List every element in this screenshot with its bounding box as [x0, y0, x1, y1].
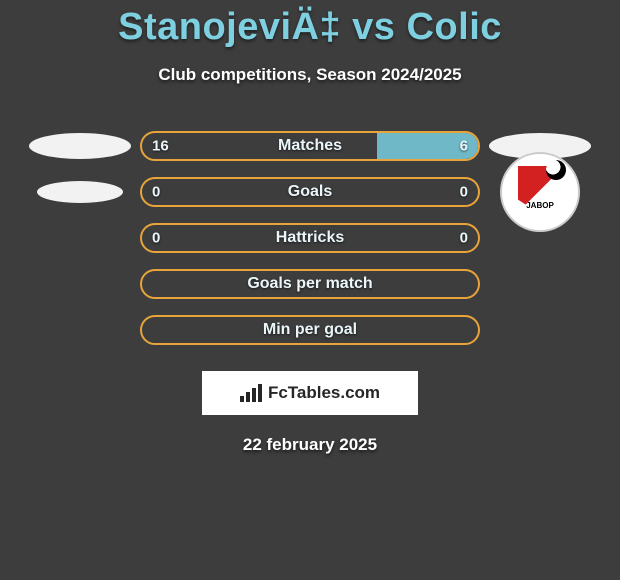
- club-badge-icon: JABOP: [500, 152, 580, 232]
- page-subtitle: Club competitions, Season 2024/2025: [0, 65, 620, 85]
- stat-value-right: 6: [460, 138, 468, 155]
- stat-value-left: 0: [152, 184, 160, 201]
- stat-bar: Goals per match: [140, 269, 480, 299]
- stat-row: Min per goal: [0, 307, 620, 353]
- stats-rows: Matches 16 6 Goals 0 0 JABOP Hattricks 0 0 Goals p…: [0, 123, 620, 353]
- stat-row: Goals per match: [0, 261, 620, 307]
- stat-bar: Goals 0 0: [140, 177, 480, 207]
- stat-label: Goals per match: [247, 275, 372, 293]
- stat-value-left: 16: [152, 138, 169, 155]
- right-avatar-slot: JABOP: [480, 152, 600, 232]
- stat-row: Goals 0 0 JABOP: [0, 169, 620, 215]
- stat-bar: Hattricks 0 0: [140, 223, 480, 253]
- left-avatar-slot: [20, 181, 140, 203]
- stat-bar: Matches 16 6: [140, 131, 480, 161]
- soccer-ball-icon: [546, 160, 566, 180]
- stat-value-left: 0: [152, 230, 160, 247]
- footer-date: 22 february 2025: [0, 435, 620, 455]
- stat-label: Matches: [278, 137, 342, 155]
- stat-value-right: 0: [460, 184, 468, 201]
- left-avatar-slot: [20, 133, 140, 159]
- player-avatar-placeholder: [37, 181, 123, 203]
- stat-label: Min per goal: [263, 321, 357, 339]
- club-name: JABOP: [502, 201, 578, 210]
- stat-bar: Min per goal: [140, 315, 480, 345]
- page-title: StanojeviÄ‡ vs Colic: [0, 0, 620, 49]
- bar-chart-icon: [240, 384, 262, 402]
- stat-value-right: 0: [460, 230, 468, 247]
- stat-label: Hattricks: [276, 229, 344, 247]
- brand-badge: FcTables.com: [202, 371, 418, 415]
- stat-label: Goals: [288, 183, 332, 201]
- brand-text: FcTables.com: [268, 383, 380, 403]
- player-avatar-placeholder: [29, 133, 131, 159]
